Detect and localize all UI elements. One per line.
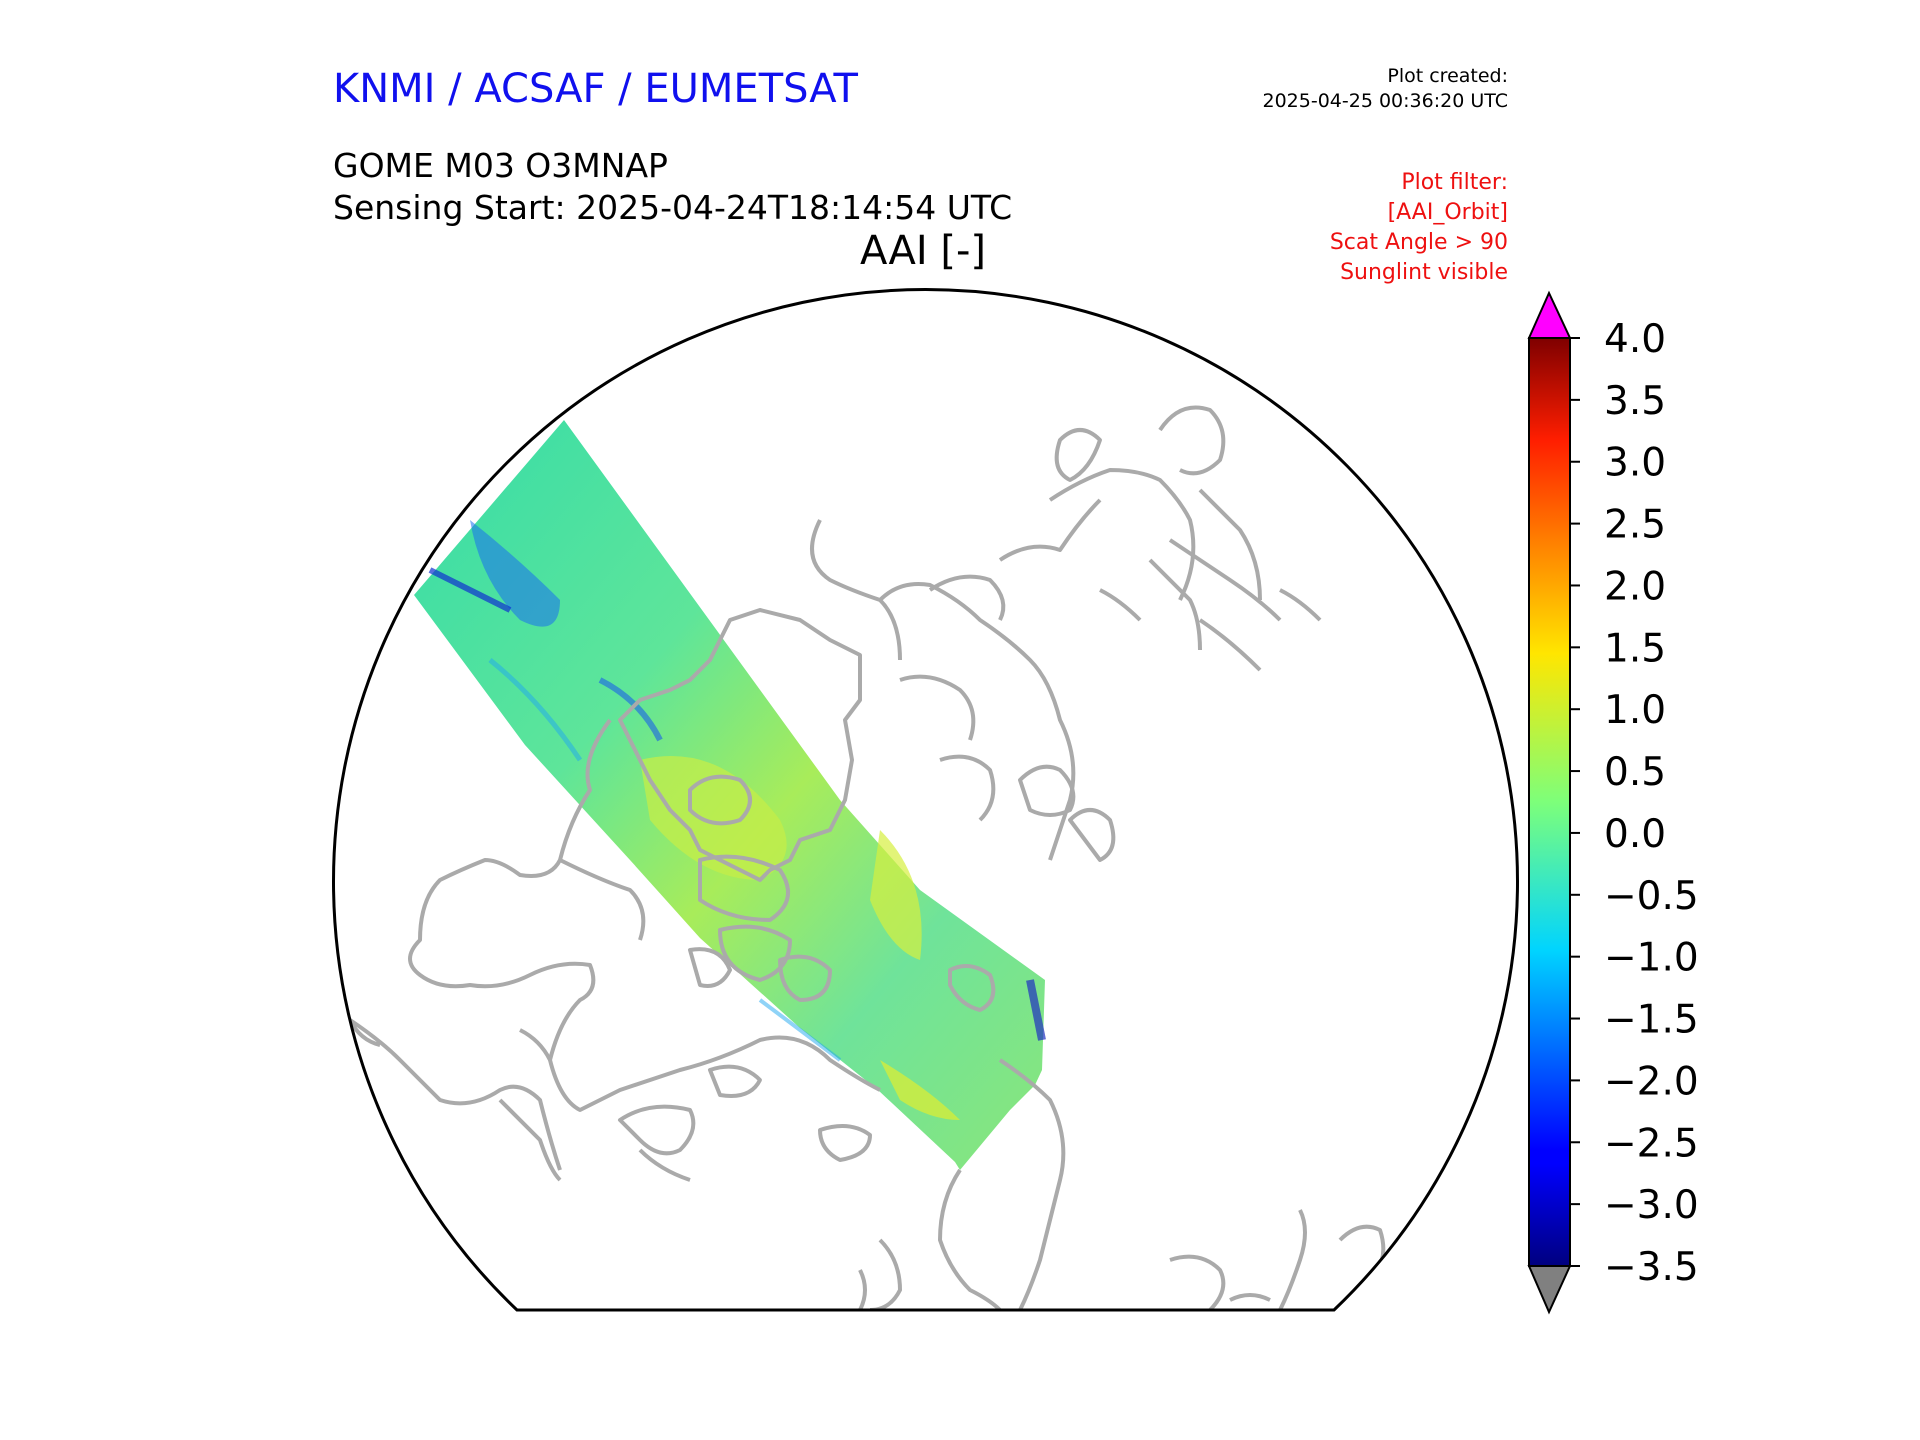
product-title: GOME M03 O3MNAP — [333, 146, 668, 185]
colorbar-tick-label: 1.5 — [1604, 626, 1666, 671]
colorbar-under-arrow — [1527, 1265, 1572, 1315]
plot-created: Plot created: 2025-04-25 00:36:20 UTC — [1263, 64, 1509, 114]
colorbar-tick-label: 4.0 — [1604, 317, 1666, 362]
plot-filter-line: [AAI_Orbit] — [1387, 200, 1508, 225]
colorbar-tick-label: −3.0 — [1604, 1183, 1699, 1228]
map-boundary — [332, 288, 1519, 1312]
agency-title: KNMI / ACSAF / EUMETSAT — [333, 66, 858, 112]
colorbar-tick-label: −2.0 — [1604, 1059, 1699, 1104]
sensing-start: Sensing Start: 2025-04-24T18:14:54 UTC — [333, 188, 1013, 227]
colorbar-tick-label: 3.0 — [1604, 441, 1666, 486]
plot-created-time: 2025-04-25 00:36:20 UTC — [1262, 90, 1509, 112]
colorbar-tick-label: 0.5 — [1604, 750, 1666, 795]
colorbar-tick-label: 1.0 — [1604, 688, 1666, 733]
colorbar-tick-label: 0.0 — [1604, 812, 1666, 857]
variable-title: AAI [-] — [860, 228, 986, 274]
colorbar-over-arrow — [1527, 290, 1572, 339]
colorbar-ticks: 4.0 3.5 3.0 2.5 2.0 1.5 1.0 0.5 0.0 −0.5 −1.0 −1.5 −… — [1570, 317, 1699, 1290]
plot-filter-line: Scat Angle > 90 — [1329, 230, 1508, 255]
colorbar-tick-label: 3.5 — [1604, 379, 1666, 424]
plot-filter: Plot filter: [AAI_Orbit] Scat Angle > 90… — [1330, 168, 1508, 288]
colorbar-tick-label: −1.5 — [1604, 998, 1699, 1043]
colorbar-tick-label: −2.5 — [1604, 1121, 1699, 1166]
plot-created-label: Plot created: — [1387, 65, 1508, 87]
plot-filter-line: Sunglint visible — [1340, 260, 1508, 285]
map-content — [348, 405, 1386, 1310]
plot-filter-label: Plot filter: — [1401, 170, 1508, 195]
colorbar-tick-label: −0.5 — [1604, 874, 1699, 919]
colorbar-tick-label: 2.5 — [1604, 503, 1666, 548]
colorbar-gradient — [1528, 337, 1571, 1267]
colorbar-tick-label: 2.0 — [1604, 564, 1666, 609]
coastlines — [348, 405, 1386, 1310]
colorbar: 4.0 3.5 3.0 2.5 2.0 1.5 1.0 0.5 0.0 −0.5 −1.0 −1.5 −… — [1527, 290, 1699, 1315]
colorbar-tick-label: −1.0 — [1604, 936, 1699, 981]
colorbar-tick-label: −3.5 — [1604, 1245, 1699, 1290]
aai-swath — [414, 420, 1046, 1170]
